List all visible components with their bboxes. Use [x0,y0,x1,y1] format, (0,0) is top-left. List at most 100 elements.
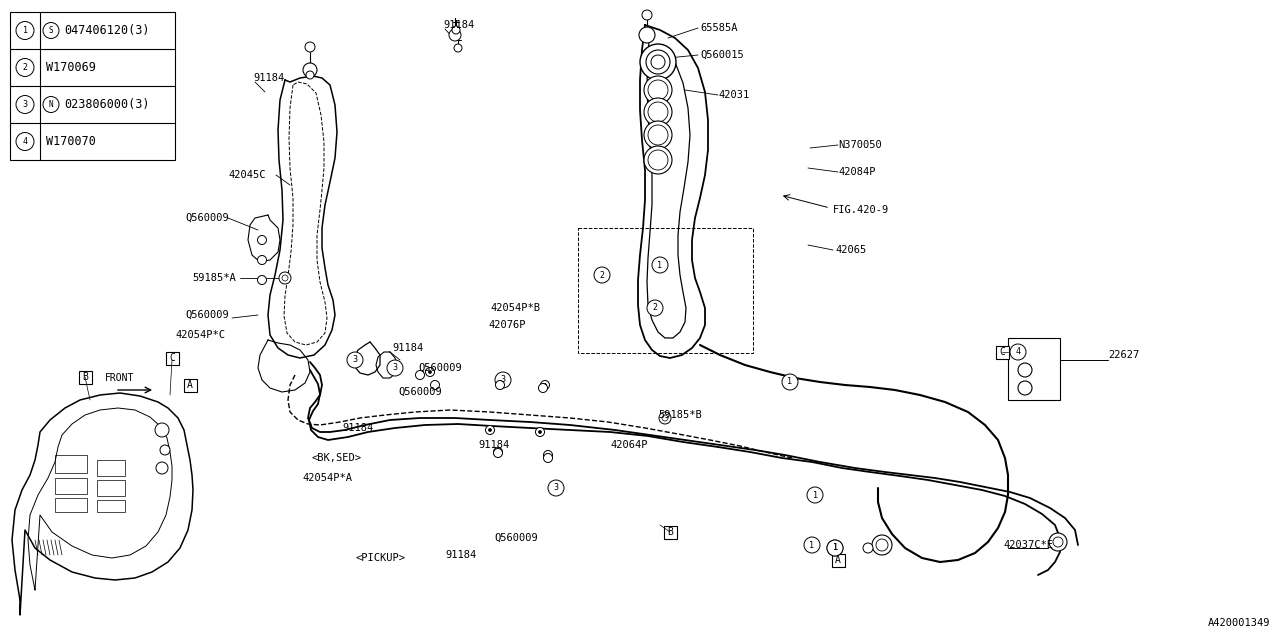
Text: 42065: 42065 [835,245,867,255]
Text: 2: 2 [599,271,604,280]
Circle shape [662,415,668,421]
Circle shape [494,447,503,456]
Text: 42037C*E: 42037C*E [1004,540,1053,550]
Bar [996,346,1009,358]
Circle shape [1050,533,1068,551]
Circle shape [652,257,668,273]
Text: 91184: 91184 [253,73,284,83]
Text: 047406120(3): 047406120(3) [64,24,150,37]
Text: FIG.420-9: FIG.420-9 [833,205,890,215]
Text: 3: 3 [352,355,357,365]
Text: 2: 2 [23,63,27,72]
Text: W170070: W170070 [46,135,96,148]
Text: 4: 4 [23,137,27,146]
Circle shape [1053,537,1062,547]
Circle shape [872,535,892,555]
Circle shape [449,29,461,41]
Text: <PICKUP>: <PICKUP> [355,553,404,563]
Circle shape [827,540,844,556]
Circle shape [416,371,425,380]
Circle shape [1010,344,1027,360]
Circle shape [279,272,291,284]
Bar [10,12,175,160]
Text: 1: 1 [809,541,814,550]
Circle shape [1018,381,1032,395]
Circle shape [305,42,315,52]
Text: 2: 2 [653,303,658,312]
Text: C: C [169,353,175,363]
Text: 65585A: 65585A [700,23,737,33]
Text: Q560009: Q560009 [494,533,538,543]
Text: 42054P*C: 42054P*C [175,330,225,340]
Circle shape [497,451,499,454]
Text: 42054P*A: 42054P*A [302,473,352,483]
Circle shape [495,372,511,388]
Text: 42064P: 42064P [611,440,648,450]
Circle shape [282,275,288,281]
Bar [579,228,753,353]
Circle shape [540,381,549,390]
Text: B: B [82,372,88,382]
Text: 91184: 91184 [445,550,476,560]
Bar [97,500,125,512]
Bar [97,480,125,496]
Circle shape [303,63,317,77]
Bar [663,525,677,538]
Circle shape [644,76,672,104]
Circle shape [160,445,170,455]
Text: B: B [667,527,673,537]
Circle shape [500,378,503,381]
Circle shape [15,95,35,113]
Text: Q560009: Q560009 [419,363,462,373]
Bar [1009,338,1060,400]
Circle shape [648,80,668,100]
Text: FRONT: FRONT [105,373,134,383]
Text: Q560009: Q560009 [186,213,229,223]
Bar [55,498,87,512]
Circle shape [827,540,844,556]
Circle shape [489,429,492,431]
Bar [165,351,178,365]
Bar [97,460,125,476]
Text: 42054P*B: 42054P*B [490,303,540,313]
Circle shape [452,26,460,34]
Circle shape [15,58,35,77]
Circle shape [548,480,564,496]
Circle shape [659,412,671,424]
Bar [183,378,197,392]
Circle shape [430,381,439,390]
Circle shape [15,22,35,40]
Circle shape [44,22,59,38]
Text: 91184: 91184 [392,343,424,353]
Text: 1: 1 [832,543,837,552]
Circle shape [390,364,399,372]
Circle shape [648,125,668,145]
Circle shape [429,371,431,374]
Circle shape [539,383,548,392]
Circle shape [544,383,547,387]
Circle shape [644,121,672,149]
Text: 3: 3 [500,376,506,385]
Circle shape [652,55,666,69]
Bar [832,554,845,566]
Text: 3: 3 [393,364,398,372]
Text: 1: 1 [832,543,837,552]
Text: 1: 1 [23,26,27,35]
Circle shape [804,537,820,553]
Text: A: A [187,380,193,390]
Circle shape [347,352,364,368]
Text: 42031: 42031 [718,90,749,100]
Circle shape [44,97,59,113]
Circle shape [876,539,888,551]
Circle shape [353,358,357,362]
Text: <BK,SED>: <BK,SED> [312,453,362,463]
Text: 1: 1 [787,378,792,387]
Circle shape [1018,363,1032,377]
Text: 4: 4 [1015,348,1020,356]
Text: A: A [835,555,841,565]
Text: 91184: 91184 [477,440,509,450]
Circle shape [644,98,672,126]
Text: Q560015: Q560015 [700,50,744,60]
Circle shape [863,543,873,553]
Circle shape [535,428,544,436]
